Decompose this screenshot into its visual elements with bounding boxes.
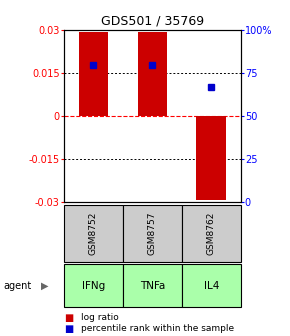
Bar [196, 116, 226, 200]
Bar [182, 205, 241, 262]
Text: GSM8757: GSM8757 [148, 212, 157, 255]
Text: IL4: IL4 [204, 281, 219, 291]
Bar [123, 264, 182, 307]
Text: ▶: ▶ [41, 281, 49, 291]
Bar [64, 205, 123, 262]
Text: percentile rank within the sample: percentile rank within the sample [81, 324, 234, 333]
Text: TNFa: TNFa [139, 281, 165, 291]
Bar [64, 264, 123, 307]
Title: GDS501 / 35769: GDS501 / 35769 [101, 15, 204, 28]
Bar [137, 32, 167, 116]
Text: agent: agent [3, 281, 31, 291]
Text: GSM8752: GSM8752 [89, 212, 98, 255]
Bar [182, 264, 241, 307]
Text: GSM8762: GSM8762 [207, 212, 216, 255]
Text: ■: ■ [64, 324, 73, 334]
Bar [79, 32, 108, 116]
Text: log ratio: log ratio [81, 313, 119, 322]
Text: IFNg: IFNg [82, 281, 105, 291]
Text: ■: ■ [64, 312, 73, 323]
Bar [123, 205, 182, 262]
